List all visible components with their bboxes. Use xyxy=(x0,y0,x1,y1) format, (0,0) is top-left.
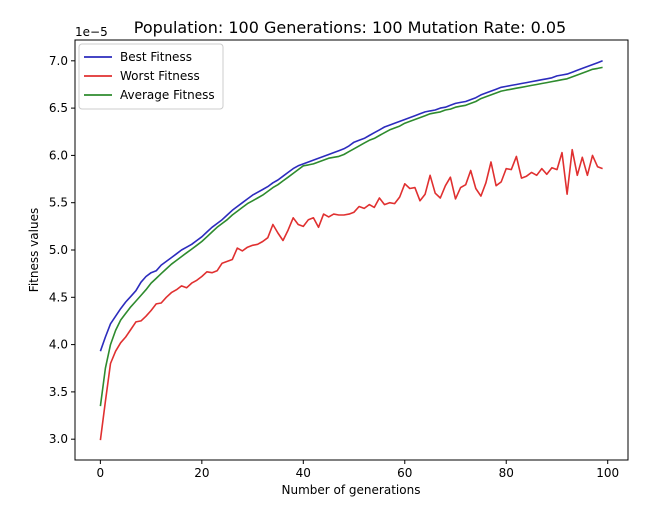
y-axis-ticks: 3.0 3.5 4.0 4.5 5.0 5.5 6.0 6.5 7.0 xyxy=(49,54,75,446)
series-line-average-fitness xyxy=(99,66,603,407)
x-tick-label: 20 xyxy=(194,466,209,480)
x-axis-ticks: 0 20 40 60 80 100 xyxy=(97,460,619,480)
y-tick-label: 4.0 xyxy=(49,338,68,352)
y-tick-label: 7.0 xyxy=(49,54,68,68)
y-tick-label: 5.5 xyxy=(49,196,68,210)
x-tick-label: 60 xyxy=(397,466,412,480)
y-tick-label: 3.5 xyxy=(49,385,68,399)
y-tick-label: 3.0 xyxy=(49,432,68,446)
x-tick-label: 80 xyxy=(499,466,514,480)
series-line-best-fitness xyxy=(99,60,603,352)
series-lines xyxy=(99,60,603,441)
legend-label: Best Fitness xyxy=(120,50,192,64)
legend: Best Fitness Worst Fitness Average Fitness xyxy=(78,43,224,110)
y-tick-label: 6.5 xyxy=(49,101,68,115)
y-tick-label: 6.0 xyxy=(49,148,68,162)
x-tick-label: 0 xyxy=(97,466,105,480)
y-tick-label: 5.0 xyxy=(49,243,68,257)
plot-area-frame xyxy=(74,39,629,461)
legend-box xyxy=(78,43,224,110)
legend-label: Average Fitness xyxy=(120,88,215,102)
legend-label: Worst Fitness xyxy=(120,69,200,83)
chart-title: Population: 100 Generations: 100 Mutatio… xyxy=(134,18,566,37)
y-tick-label: 4.5 xyxy=(49,290,68,304)
x-axis-label: Number of generations xyxy=(282,483,421,497)
series-line-worst-fitness xyxy=(99,148,603,441)
x-tick-label: 40 xyxy=(296,466,311,480)
y-axis-label: Fitness values xyxy=(27,208,41,292)
y-offset-label: 1e−5 xyxy=(75,25,108,39)
x-tick-label: 100 xyxy=(596,466,619,480)
